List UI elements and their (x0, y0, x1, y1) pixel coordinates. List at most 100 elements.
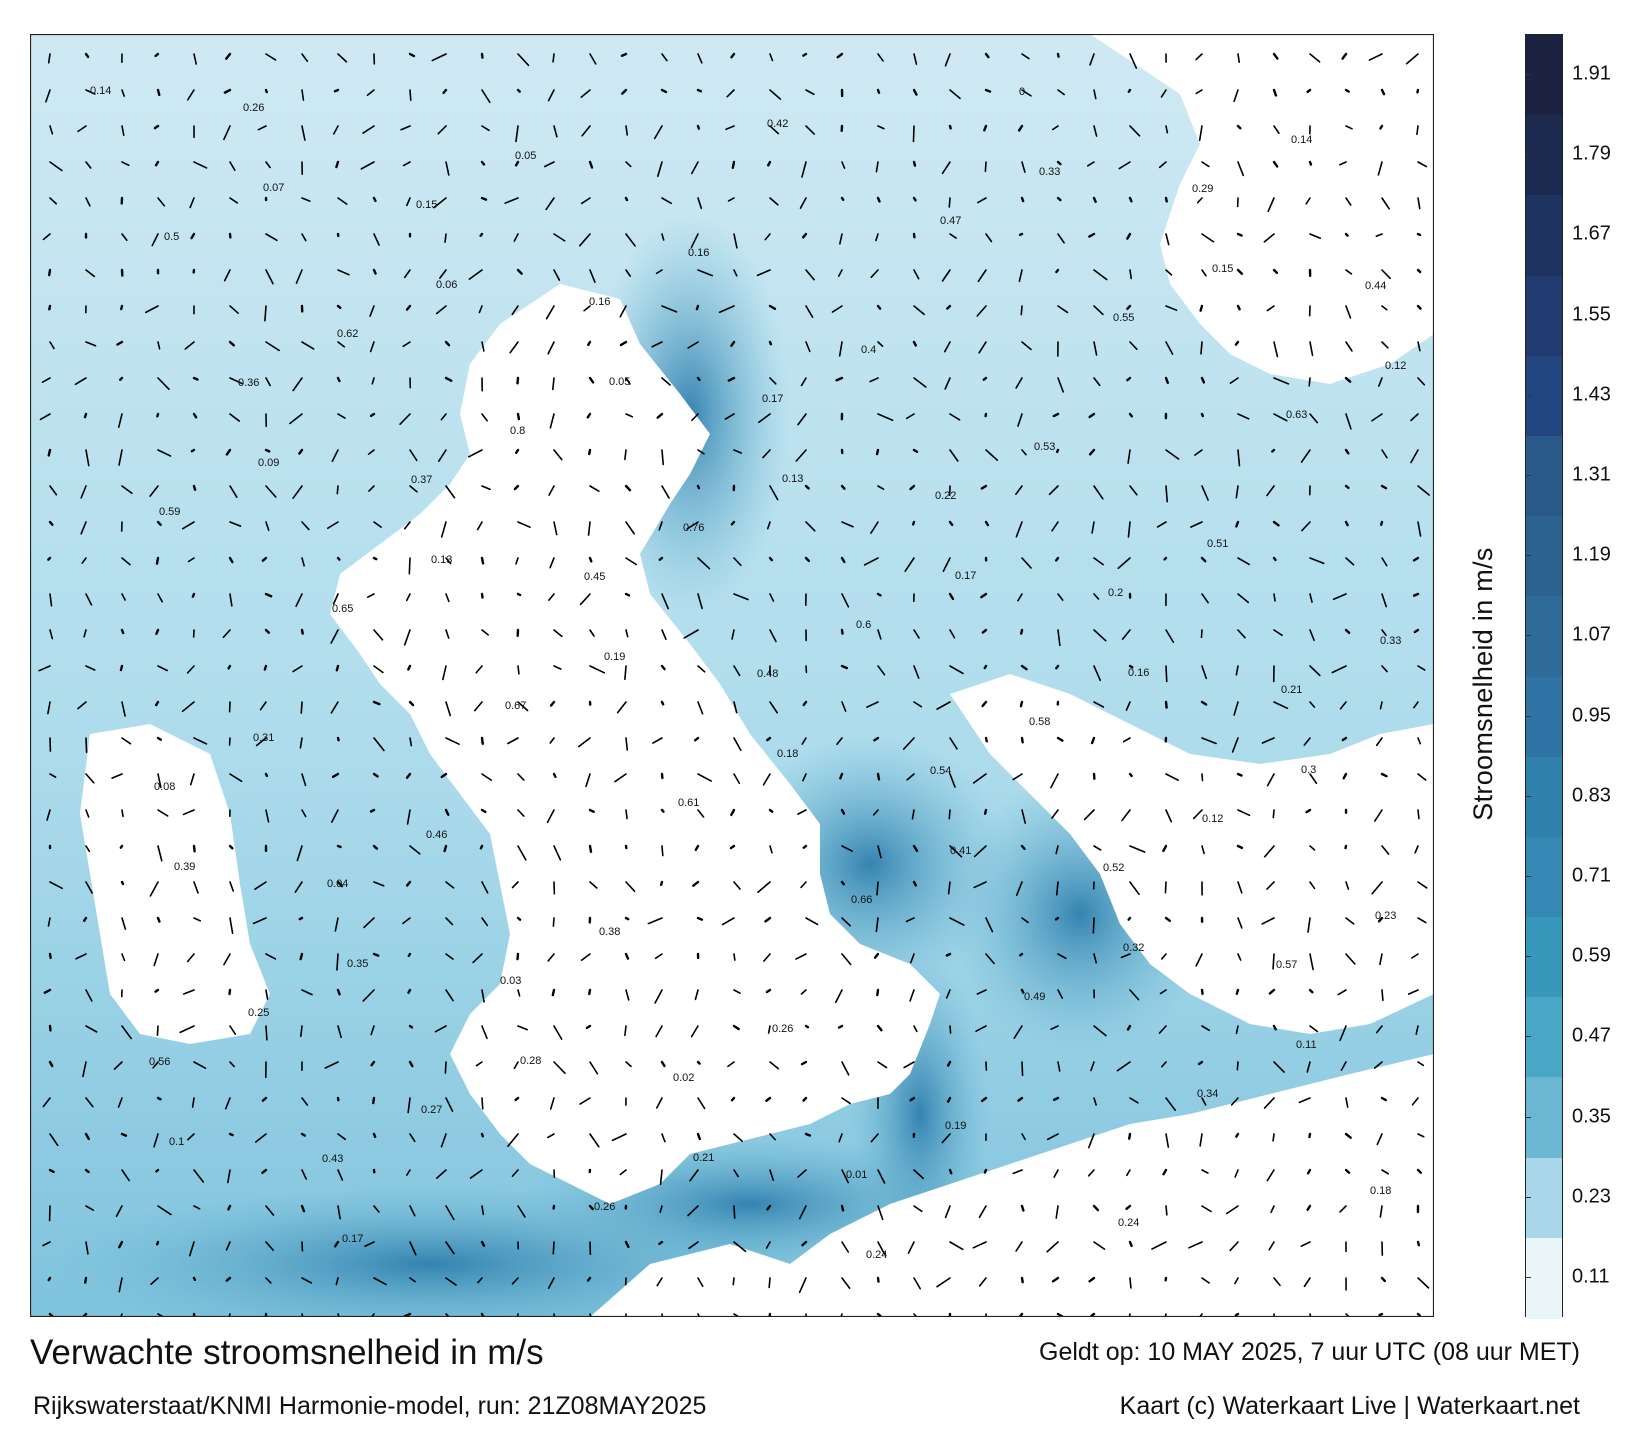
current-vector-arrow (228, 1313, 231, 1317)
current-vector-arrow (517, 53, 530, 67)
current-vector-arrow (155, 1240, 160, 1246)
current-vector-arrow (875, 448, 880, 456)
speed-label: 0.22 (935, 490, 956, 502)
current-vector-arrow (840, 484, 846, 490)
current-vector-arrow (661, 449, 665, 466)
current-vector-arrow (1052, 412, 1060, 418)
legend-color-segment (1526, 756, 1562, 838)
speed-label: 0.16 (688, 247, 709, 259)
speed-label: 0.33 (1039, 166, 1060, 178)
current-vector-arrow (49, 773, 57, 778)
current-vector-arrow (360, 161, 375, 170)
current-vector-arrow (265, 485, 277, 498)
current-vector-arrow (1198, 1313, 1203, 1317)
current-vector-arrow (804, 1132, 811, 1137)
current-vector-arrow (1015, 377, 1023, 389)
current-vector-arrow (683, 629, 699, 639)
current-vector-arrow (733, 1169, 739, 1178)
current-vector-arrow (1093, 341, 1098, 356)
current-vector-arrow (1087, 161, 1095, 167)
speed-label: 0.41 (950, 845, 971, 857)
current-vector-arrow (154, 52, 160, 58)
current-vector-arrow (186, 89, 195, 101)
current-vector-arrow (223, 953, 231, 966)
current-vector-arrow (730, 808, 736, 817)
current-vector-arrow (625, 629, 629, 638)
legend-tick-mark (1525, 555, 1531, 557)
current-vector-arrow (1200, 412, 1205, 418)
current-vector-arrow (406, 197, 411, 207)
current-vector-arrow (624, 1025, 627, 1037)
speed-label: 0.46 (426, 829, 447, 841)
current-vector-arrow (49, 125, 54, 135)
current-vector-arrow (1308, 1132, 1312, 1139)
current-vector-arrow (1200, 376, 1206, 384)
speed-label: 0.14 (1291, 134, 1312, 146)
current-vector-arrow (1341, 736, 1348, 742)
current-vector-arrow (768, 340, 773, 346)
current-vector-arrow (586, 1276, 592, 1282)
current-vector-arrow (157, 809, 169, 817)
current-vector-arrow (1160, 89, 1167, 98)
current-vector-arrow (229, 197, 239, 204)
current-vector-arrow (1417, 665, 1426, 671)
current-vector-arrow (625, 413, 634, 418)
current-vector-arrow (657, 161, 663, 178)
current-vector-arrow (941, 1133, 951, 1144)
current-vector-arrow (299, 952, 304, 961)
current-vector-arrow (1417, 881, 1428, 889)
current-vector-arrow (661, 485, 670, 499)
current-vector-arrow (1345, 413, 1352, 430)
current-vector-arrow (873, 952, 880, 959)
current-vector-arrow (1266, 485, 1275, 497)
current-vector-arrow (972, 773, 987, 784)
map-credit: Kaart (c) Waterkaart Live | Waterkaart.n… (1119, 1392, 1580, 1420)
current-vector-arrow (38, 665, 51, 672)
current-vector-arrow (1416, 1312, 1421, 1317)
current-vector-arrow (1198, 125, 1203, 142)
current-vector-arrow (445, 737, 460, 745)
current-vector-arrow (48, 1312, 54, 1317)
current-vector-arrow (182, 989, 195, 995)
speed-label: 0.55 (1113, 312, 1134, 324)
speed-label: 0.63 (1286, 409, 1307, 421)
current-vector-arrow (481, 485, 491, 491)
current-vector-arrow (1051, 521, 1059, 532)
current-vector-arrow (1380, 520, 1384, 527)
current-vector-arrow (1128, 196, 1133, 203)
current-vector-arrow (408, 700, 415, 707)
current-vector-arrow (660, 664, 666, 671)
current-vector-arrow (1128, 1132, 1132, 1140)
current-vector-arrow (912, 448, 919, 453)
current-vector-arrow (769, 197, 779, 206)
current-vector-arrow (42, 1097, 51, 1108)
current-vector-arrow (1201, 1277, 1210, 1284)
current-vector-arrow (85, 269, 96, 278)
current-vector-arrow (1309, 557, 1325, 565)
current-vector-arrow (876, 772, 881, 781)
current-vector-arrow (85, 593, 93, 606)
current-vector-arrow (866, 701, 879, 709)
current-vector-arrow (1093, 845, 1102, 851)
current-vector-arrow (1303, 1277, 1311, 1288)
current-vector-arrow (624, 952, 630, 960)
speed-label: 0.06 (436, 279, 457, 291)
current-vector-arrow (1201, 485, 1209, 501)
current-vector-arrow (437, 449, 447, 462)
current-vector-arrow (289, 413, 303, 425)
current-vector-arrow (804, 1024, 810, 1029)
current-vector-arrow (589, 1313, 592, 1317)
current-vector-arrow (1199, 1133, 1203, 1147)
map-canvas: 0.14 0.07 0.06 0.05 0.13 0.17 0.16 0.3 0.39 0.35 0… (30, 34, 1434, 1317)
current-vector-arrow (517, 521, 531, 529)
current-vector-arrow (1093, 701, 1105, 708)
current-vector-arrow (913, 1277, 922, 1290)
current-vector-arrow (1237, 53, 1241, 64)
current-vector-arrow (872, 809, 879, 816)
current-vector-arrow (841, 845, 853, 852)
current-vector-arrow (335, 664, 340, 672)
current-vector-arrow (1093, 665, 1102, 682)
current-vector-arrow (1379, 701, 1383, 710)
current-vector-arrow (805, 305, 814, 319)
current-vector-arrow (1225, 1205, 1239, 1215)
